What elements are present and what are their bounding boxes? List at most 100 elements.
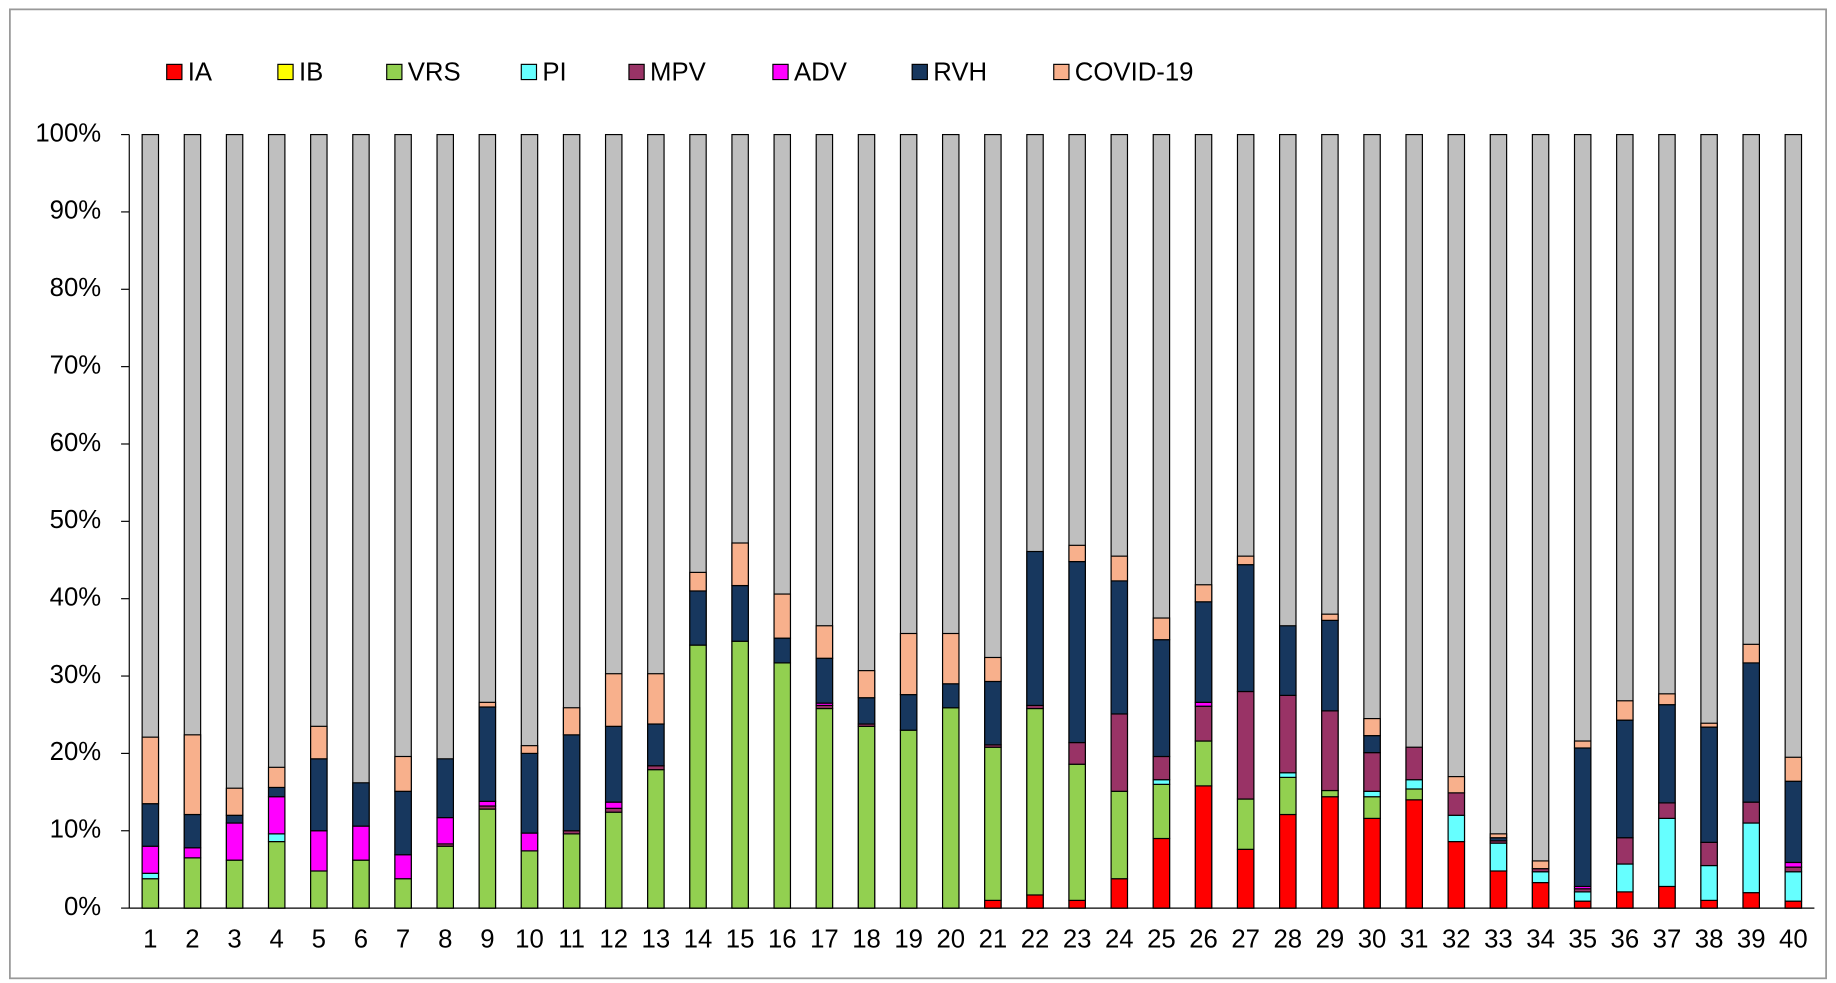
bar-segment <box>773 662 792 909</box>
bar-segment <box>1573 900 1592 909</box>
legend-swatch <box>166 63 183 81</box>
bar-segment <box>1321 619 1339 712</box>
bar-segment <box>1152 837 1171 909</box>
bar-segment <box>1531 881 1550 909</box>
bar-segment <box>520 850 539 909</box>
legend-swatch <box>520 63 538 81</box>
bar-segment <box>1026 894 1044 909</box>
bar-segment <box>731 584 749 642</box>
x-tick-label: 6 <box>354 926 368 954</box>
bar-segment <box>1616 837 1634 865</box>
legend-label: VRS <box>408 59 461 87</box>
bar-segment <box>689 571 707 592</box>
bar-segment <box>225 814 244 824</box>
bar-segment <box>478 701 497 708</box>
bar-segment <box>1236 848 1255 909</box>
bar-segment <box>1152 779 1171 785</box>
x-tick-label: 37 <box>1653 926 1682 954</box>
y-tick-label: 20% <box>50 738 102 766</box>
bar-segment <box>1616 700 1634 721</box>
bar-segment <box>1405 788 1423 801</box>
bar-segment <box>562 833 581 909</box>
y-tick-label: 90% <box>50 197 102 225</box>
x-tick-label: 31 <box>1400 926 1429 954</box>
bar-segment <box>1573 891 1592 902</box>
bar-segment <box>310 830 328 872</box>
x-tick-label: 32 <box>1442 926 1471 954</box>
bar-segment <box>773 637 792 664</box>
bar-segment <box>394 854 412 880</box>
bar-segment <box>1784 900 1803 909</box>
bar-segment <box>899 694 918 731</box>
x-tick-label: 25 <box>1147 926 1176 954</box>
bar-segment <box>1489 870 1508 909</box>
bar-segment <box>815 657 834 704</box>
y-tick-label: 30% <box>50 661 102 689</box>
bar-segment <box>1321 796 1339 909</box>
legend-swatch <box>1053 63 1070 81</box>
bar-segment <box>1447 792 1466 816</box>
x-tick-label: 21 <box>979 926 1008 954</box>
bar-segment <box>478 808 497 909</box>
y-tick-label: 80% <box>50 274 102 302</box>
bar-segment <box>1363 752 1381 792</box>
bar-segment <box>1236 555 1255 566</box>
bar-segment <box>520 752 539 834</box>
bar-segment <box>1068 899 1086 909</box>
bar-segment <box>1026 707 1044 896</box>
x-tick-label: 12 <box>599 926 628 954</box>
bar-segment <box>647 769 665 909</box>
bar-segment <box>1110 555 1129 582</box>
x-tick-label: 20 <box>936 926 965 954</box>
bar-segment <box>647 673 665 725</box>
bar-segment <box>183 847 202 859</box>
x-tick-label: 35 <box>1568 926 1597 954</box>
bar-segment <box>1279 776 1297 816</box>
legend-label: IB <box>299 59 323 87</box>
bar-segment <box>941 707 960 909</box>
bar-segment <box>183 813 202 849</box>
bar-segment <box>225 859 244 909</box>
bar-segment <box>604 725 623 803</box>
bar-segment <box>520 745 539 754</box>
x-tick-label: 14 <box>684 926 713 954</box>
bar-segment <box>604 801 623 809</box>
legend-swatch <box>911 63 928 81</box>
bar-segment <box>1405 779 1423 790</box>
bar-segment <box>436 817 455 845</box>
x-tick-label: 18 <box>852 926 881 954</box>
x-tick-label: 10 <box>515 926 544 954</box>
bar-segment <box>689 644 707 909</box>
legend-label: PI <box>542 59 566 87</box>
y-tick-label: 70% <box>50 351 102 379</box>
bar-background <box>1531 133 1550 909</box>
bar-segment <box>1321 613 1339 621</box>
bar-segment <box>1658 704 1676 804</box>
bar-segment <box>1110 878 1129 909</box>
bar-background <box>1489 133 1508 909</box>
bar-segment <box>1194 740 1213 787</box>
y-tick-label: 0% <box>64 893 101 921</box>
bar-segment <box>1110 790 1129 880</box>
bar-segment <box>689 590 707 646</box>
bar-segment <box>941 683 960 709</box>
bar-segment <box>1489 842 1508 872</box>
x-tick-label: 3 <box>227 926 241 954</box>
bar-segment <box>899 632 918 696</box>
bar-segment <box>267 786 286 798</box>
bar-segment <box>1531 871 1550 884</box>
bar-segment <box>1616 891 1634 909</box>
bar-segment <box>394 755 412 792</box>
legend-swatch <box>277 63 294 81</box>
bar-segment <box>1110 580 1129 715</box>
bar-segment <box>1658 802 1676 819</box>
bar-segment <box>731 542 749 587</box>
bar-segment <box>857 670 876 699</box>
bar-segment <box>141 872 160 880</box>
bar-segment <box>1363 735 1381 754</box>
bar-segment <box>604 811 623 909</box>
x-tick-label: 8 <box>438 926 452 954</box>
bar-segment <box>1152 783 1171 840</box>
bar-segment <box>436 758 455 819</box>
x-tick-label: 17 <box>810 926 839 954</box>
